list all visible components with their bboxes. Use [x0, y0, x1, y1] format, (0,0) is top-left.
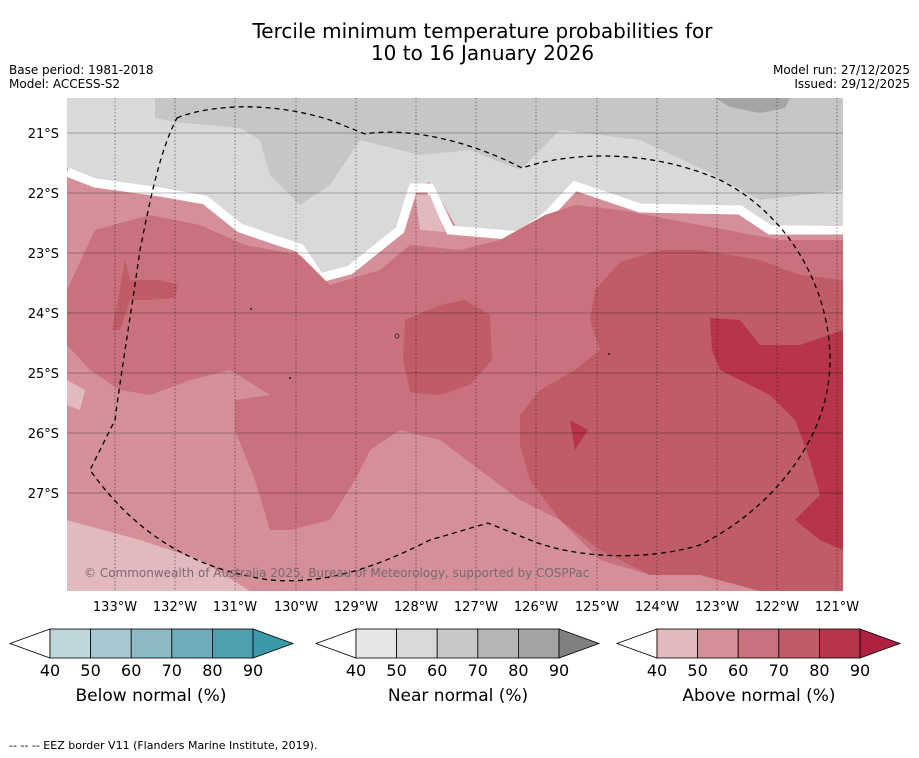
near-70-patch	[715, 98, 790, 113]
lon-label: 125°W	[575, 600, 619, 615]
colorbar-tick-label: 50	[386, 661, 406, 680]
colorbar-tick-label: 50	[687, 661, 707, 680]
above-80-spot	[570, 420, 588, 450]
lat-label: 21°S	[28, 127, 59, 142]
lat-label: 22°S	[28, 187, 59, 202]
title-line-2: 10 to 16 January 2026	[370, 41, 595, 65]
info-left: Base period: 1981-2018 Model: ACCESS-S2	[9, 63, 154, 91]
probability-fields	[67, 98, 843, 591]
colorbar-cell	[396, 628, 438, 659]
colorbar-cell	[49, 628, 91, 659]
above-70-small	[112, 260, 178, 330]
colorbar-tick-label: 60	[728, 661, 748, 680]
colorbar-tick-label: 80	[202, 661, 222, 680]
above-70-west	[403, 300, 492, 395]
lon-label: 127°W	[454, 600, 498, 615]
colorbar-below-normal: 40 50 60 70 80 90	[8, 628, 295, 680]
colorbar-extend-low	[314, 628, 357, 659]
colorbar-above-normal: 40 50 60 70 80 90	[615, 628, 902, 680]
eez-footnote: -- -- -- EEZ border V11 (Flanders Marine…	[9, 739, 318, 752]
model-name: Model: ACCESS-S2	[9, 77, 121, 91]
colorbar-extend-high	[558, 628, 601, 659]
copyright-text: © Commonwealth of Australia 2025, Bureau…	[84, 566, 589, 580]
title-line-1: Tercile minimum temperature probabilitie…	[252, 19, 713, 43]
lon-label: 133°W	[93, 600, 137, 615]
colorbar-tick-label: 90	[549, 661, 569, 680]
colorbar-tick-label: 40	[647, 661, 667, 680]
islands	[250, 308, 610, 379]
colorbar-tick-label: 70	[162, 661, 182, 680]
lon-label: 132°W	[153, 600, 197, 615]
colorbar-tick-label: 50	[80, 661, 100, 680]
colorbar-cell	[518, 628, 560, 659]
below-normal-label: Below normal (%)	[75, 686, 227, 706]
colorbar-tick-label: 70	[769, 661, 789, 680]
colorbar-extend-high	[859, 628, 902, 659]
colorbar-tick-label: 60	[427, 661, 447, 680]
colorbar-extend-low	[615, 628, 658, 659]
colorbar-tick-label: 90	[850, 661, 870, 680]
lon-label: 122°W	[755, 600, 799, 615]
colorbar-cell	[130, 628, 173, 659]
chart-title: Tercile minimum temperature probabilitie…	[0, 20, 919, 64]
lat-label: 24°S	[28, 307, 59, 322]
colorbar-cell	[737, 628, 780, 659]
colorbar-cell	[436, 628, 479, 659]
lon-label: 128°W	[394, 600, 438, 615]
colorbar-cell	[355, 628, 397, 659]
transition-gap	[67, 167, 843, 284]
lon-label: 129°W	[334, 600, 378, 615]
lon-label: 124°W	[635, 600, 679, 615]
colorbar-tick-label: 70	[468, 661, 488, 680]
above-40-left	[67, 380, 85, 410]
colorbar-tick-label: 80	[809, 661, 829, 680]
meridians	[114, 98, 838, 591]
near-60-patch	[155, 98, 843, 205]
base-period: Base period: 1981-2018	[9, 63, 154, 77]
above-40-bottom	[67, 520, 250, 591]
above-70-field	[520, 250, 843, 591]
lon-label: 131°W	[213, 600, 257, 615]
above-normal-label: Above normal (%)	[682, 686, 836, 706]
lat-label: 27°S	[28, 487, 59, 502]
near-normal-label: Near normal (%)	[387, 686, 529, 706]
colorbar-tick-label: 40	[40, 661, 60, 680]
lon-label: 123°W	[695, 600, 739, 615]
colorbar-tick-label: 60	[121, 661, 141, 680]
above-40-light	[415, 195, 445, 232]
info-right: Model run: 27/12/2025 Issued: 29/12/2025	[773, 63, 910, 91]
colorbar-tick-label: 40	[346, 661, 366, 680]
lat-label: 25°S	[28, 367, 59, 382]
model-run: Model run: 27/12/2025	[772, 63, 910, 77]
gridlines	[67, 132, 843, 494]
lat-label: 26°S	[28, 427, 59, 442]
colorbar-cell	[697, 628, 739, 659]
colorbar-extend-high	[252, 628, 295, 659]
colorbar-cell	[778, 628, 820, 659]
lon-label: 130°W	[274, 600, 318, 615]
lon-label: 121°W	[815, 600, 859, 615]
colorbar-tick-label: 80	[508, 661, 528, 680]
colorbar-tick-label: 90	[243, 661, 263, 680]
lon-label: 126°W	[514, 600, 558, 615]
colorbar-cell	[819, 628, 861, 659]
colorbar-cell	[171, 628, 213, 659]
above-80-field	[710, 318, 843, 550]
lat-label: 23°S	[28, 247, 59, 262]
colorbar-extend-low	[8, 628, 51, 659]
colorbar-near-normal: 40 50 60 70 80 90	[314, 628, 601, 680]
issued-date: Issued: 29/12/2025	[794, 77, 910, 91]
eez-border	[89, 106, 831, 582]
colorbar-cell	[211, 628, 254, 659]
colorbar-cell	[90, 628, 132, 659]
colorbar-cell	[656, 628, 698, 659]
longitude-labels: 133°W 132°W 131°W 130°W 129°W 128°W 127°…	[93, 600, 859, 615]
colorbar-cell	[477, 628, 519, 659]
latitude-labels: 21°S 22°S 23°S 24°S 25°S 26°S 27°S	[28, 127, 59, 502]
